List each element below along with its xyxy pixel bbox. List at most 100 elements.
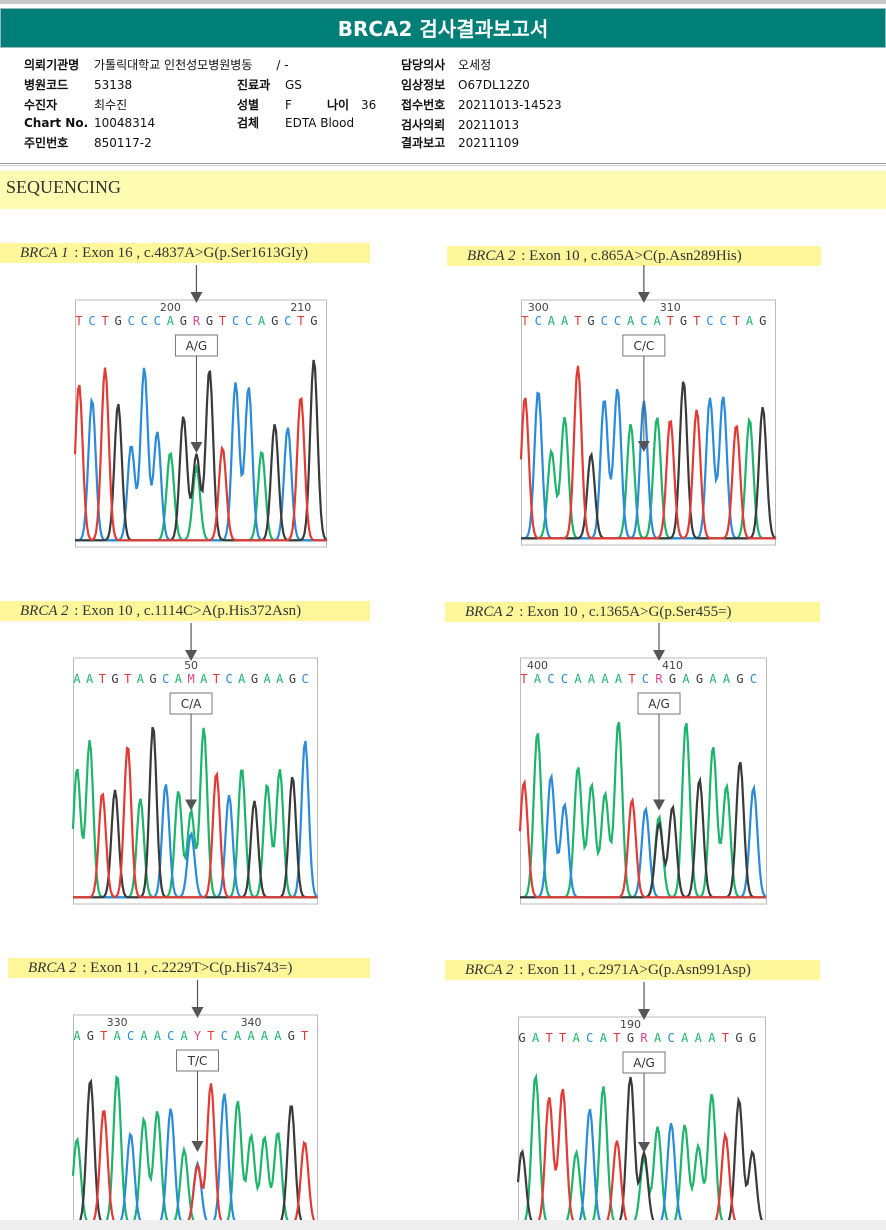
base-call: G xyxy=(115,314,122,328)
base-call: R xyxy=(655,672,663,686)
info-report-date: 결과보고 20211109 xyxy=(401,136,520,150)
base-call: G xyxy=(288,1029,295,1043)
base-call: G xyxy=(627,1031,634,1045)
trace-T xyxy=(73,746,318,899)
arrow-down-icon xyxy=(190,292,203,303)
base-call: A xyxy=(709,672,717,686)
base-call: C xyxy=(232,314,239,328)
info-chart-no: Chart No. 10048314 xyxy=(24,116,156,130)
base-call: A xyxy=(154,1029,162,1043)
base-call: G xyxy=(289,672,296,686)
base-call: T xyxy=(124,672,131,686)
base-call: G xyxy=(759,314,766,328)
base-call: C xyxy=(88,314,95,328)
base-call: A xyxy=(181,1029,189,1043)
variant-label: BRCA 2 : Exon 10 , c.1114C>A(p.His372Asn… xyxy=(0,601,370,621)
info-patient: 수진자 최수진 xyxy=(24,98,128,112)
base-call: G xyxy=(518,1031,525,1045)
base-call: T xyxy=(667,314,674,328)
base-call: A xyxy=(238,672,246,686)
top-border xyxy=(0,0,886,4)
base-call: G xyxy=(206,314,213,328)
base-call: A xyxy=(653,314,661,328)
base-call: A xyxy=(274,1029,282,1043)
base-call: T xyxy=(297,314,304,328)
trace-T xyxy=(519,365,776,540)
base-call: C xyxy=(720,314,727,328)
base-call: T xyxy=(733,314,740,328)
arrow-down-icon xyxy=(185,650,198,661)
base-call: G xyxy=(749,1031,756,1045)
base-call: C xyxy=(302,672,309,686)
position-tick: 300 xyxy=(528,301,549,314)
base-call: G xyxy=(669,672,676,686)
base-call: G xyxy=(696,672,703,686)
base-call: A xyxy=(234,1029,242,1043)
base-call: A xyxy=(263,672,271,686)
genotype-call: C/C xyxy=(633,339,654,353)
position-tick: 410 xyxy=(662,659,683,672)
base-call: A xyxy=(723,672,731,686)
base-call: C xyxy=(614,314,621,328)
base-call: A xyxy=(140,1029,148,1043)
info-clinical: 임상정보 O67DL12Z0 xyxy=(401,78,530,92)
base-call: G xyxy=(111,672,118,686)
base-call: T xyxy=(219,314,226,328)
base-call: T xyxy=(100,1029,107,1043)
base-call: A xyxy=(708,1031,716,1045)
base-call: C xyxy=(586,1031,593,1045)
base-call: T xyxy=(207,1029,214,1043)
position-tick: 50 xyxy=(184,659,198,672)
base-call: C xyxy=(706,314,713,328)
base-call: A xyxy=(114,1029,122,1043)
genotype-call: A/G xyxy=(186,339,208,353)
base-call: A xyxy=(588,672,596,686)
variant-label: BRCA 2 : Exon 11 , c.2229T>C(p.His743=) xyxy=(8,958,370,978)
base-call: T xyxy=(693,314,700,328)
base-call: A xyxy=(746,314,754,328)
base-call: T xyxy=(574,314,581,328)
arrow-down-icon xyxy=(637,441,650,452)
base-call: A xyxy=(695,1031,703,1045)
base-call: A xyxy=(548,314,556,328)
base-call: A xyxy=(532,1031,540,1045)
base-call: A xyxy=(86,672,94,686)
position-tick: 340 xyxy=(241,1016,262,1029)
base-call: C xyxy=(561,672,568,686)
base-call: A xyxy=(600,1031,608,1045)
variant-label: BRCA 1 : Exon 16 , c.4837A>G(p.Ser1613Gl… xyxy=(0,243,370,263)
base-call: A xyxy=(276,672,284,686)
arrow-down-icon xyxy=(638,1142,651,1153)
base-call: A xyxy=(73,672,81,686)
info-specimen: 검체 EDTA Blood xyxy=(237,116,355,130)
genotype-call: A/G xyxy=(648,697,670,711)
position-tick: 330 xyxy=(107,1016,128,1029)
position-tick: 310 xyxy=(660,301,681,314)
base-call: A xyxy=(258,314,266,328)
base-call: T xyxy=(521,314,528,328)
genotype-call: C/A xyxy=(181,697,202,711)
base-call: T xyxy=(213,672,220,686)
arrow-down-icon xyxy=(191,1007,204,1018)
info-accession: 접수번호 20211013-14523 xyxy=(401,98,562,112)
base-call: G xyxy=(587,314,594,328)
base-call: T xyxy=(520,672,527,686)
base-call: C xyxy=(128,314,135,328)
base-call: T xyxy=(99,672,106,686)
base-call: A xyxy=(200,672,208,686)
base-call: Y xyxy=(194,1029,202,1043)
trace-G xyxy=(75,359,328,542)
genotype-call: A/G xyxy=(633,1056,655,1070)
base-call: C xyxy=(162,672,169,686)
base-call: C xyxy=(141,314,148,328)
arrow-down-icon xyxy=(191,1141,204,1152)
position-tick: 400 xyxy=(527,659,548,672)
base-call: A xyxy=(175,672,183,686)
info-resident-no: 주민번호 850117-2 xyxy=(24,136,152,150)
variant-label: BRCA 2 : Exon 11 , c.2971A>G(p.Asn991Asp… xyxy=(445,960,820,980)
base-call: C xyxy=(750,672,757,686)
arrow-down-icon xyxy=(653,650,666,661)
